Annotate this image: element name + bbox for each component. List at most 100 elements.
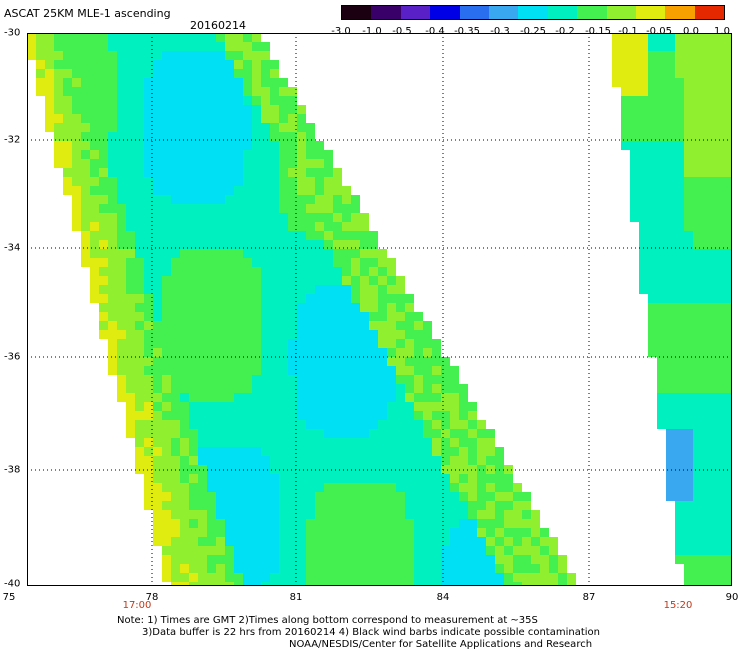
swath-cell (675, 303, 684, 312)
colorbar-label-3: -0.4 (425, 26, 445, 37)
swath-cell (720, 123, 729, 132)
swath-cell (405, 528, 414, 537)
swath-cell (189, 330, 198, 339)
swath-cell (396, 348, 405, 357)
swath-cell (720, 60, 729, 69)
swath-cell (252, 357, 261, 366)
swath-cell (126, 204, 135, 213)
swath-cell (513, 573, 522, 582)
swath-cell (387, 510, 396, 519)
swath-cell (711, 87, 720, 96)
swath-cell (144, 303, 153, 312)
swath-cell (657, 168, 666, 177)
swath-cell (693, 492, 702, 501)
swath-cell (135, 168, 144, 177)
swath-cell (675, 474, 684, 483)
swath-cell (288, 249, 297, 258)
swath-cell (666, 105, 675, 114)
swath-cell (279, 195, 288, 204)
swath-cell (270, 465, 279, 474)
swath-cell (720, 402, 729, 411)
swath-cell (225, 546, 234, 555)
swath-cell (666, 177, 675, 186)
swath-cell (369, 555, 378, 564)
swath-cell (684, 582, 693, 586)
swath-cell (243, 150, 252, 159)
swath-cell (315, 537, 324, 546)
swath-cell (171, 51, 180, 60)
swath-cell (333, 510, 342, 519)
swath-cell (387, 303, 396, 312)
swath-cell (279, 168, 288, 177)
swath-cell (99, 213, 108, 222)
swath-cell (324, 330, 333, 339)
swath-cell (396, 429, 405, 438)
swath-cell (72, 186, 81, 195)
swath-cell (342, 339, 351, 348)
swath-cell (117, 114, 126, 123)
swath-cell (189, 492, 198, 501)
swath-cell (522, 501, 531, 510)
swath-cell (315, 555, 324, 564)
swath-cell (477, 573, 486, 582)
swath-cell (261, 195, 270, 204)
swath-cell (342, 465, 351, 474)
swath-cell (252, 33, 261, 42)
swath-cell (720, 384, 729, 393)
swath-cell (99, 141, 108, 150)
swath-cell (90, 141, 99, 150)
swath-cell (693, 204, 702, 213)
swath-cell (270, 132, 279, 141)
swath-cell (657, 132, 666, 141)
swath-cell (297, 204, 306, 213)
swath-cell (522, 555, 531, 564)
swath-cell (279, 258, 288, 267)
swath-cell (81, 105, 90, 114)
swath-cell (153, 321, 162, 330)
swath-cell (270, 528, 279, 537)
swath-cell (324, 429, 333, 438)
swath-cell (189, 573, 198, 582)
swath-cell (693, 384, 702, 393)
swath-cell (144, 312, 153, 321)
swath-cell (171, 141, 180, 150)
swath-cell (657, 87, 666, 96)
swath-cell (198, 510, 207, 519)
swath-cell (387, 357, 396, 366)
swath-cell (306, 195, 315, 204)
swath-cell (405, 438, 414, 447)
swath-cell (234, 177, 243, 186)
swath-cell (180, 519, 189, 528)
swath-cell (108, 42, 117, 51)
swath-cell (657, 186, 666, 195)
swath-cell (234, 537, 243, 546)
swath-cell (720, 510, 729, 519)
swath-cell (711, 114, 720, 123)
swath-cell (360, 519, 369, 528)
swath-cell (225, 402, 234, 411)
swath-cell (369, 258, 378, 267)
swath-cell (279, 294, 288, 303)
swath-cell (333, 276, 342, 285)
swath-cell (450, 537, 459, 546)
swath-cell (216, 105, 225, 114)
swath-cell (225, 528, 234, 537)
swath-cell (252, 294, 261, 303)
swath-cell (252, 168, 261, 177)
swath-cell (693, 249, 702, 258)
swath-cell (117, 204, 126, 213)
swath-cell (45, 96, 54, 105)
swath-cell (630, 60, 639, 69)
swath-cell (324, 258, 333, 267)
swath-cell (387, 339, 396, 348)
swath-cell (729, 348, 732, 357)
swath-cell (648, 294, 657, 303)
swath-cell (261, 69, 270, 78)
swath-cell (378, 375, 387, 384)
swath-cell (432, 492, 441, 501)
swath-cell (288, 123, 297, 132)
swath-cell (342, 285, 351, 294)
swath-cell (504, 465, 513, 474)
swath-cell (234, 159, 243, 168)
swath-cell (162, 159, 171, 168)
